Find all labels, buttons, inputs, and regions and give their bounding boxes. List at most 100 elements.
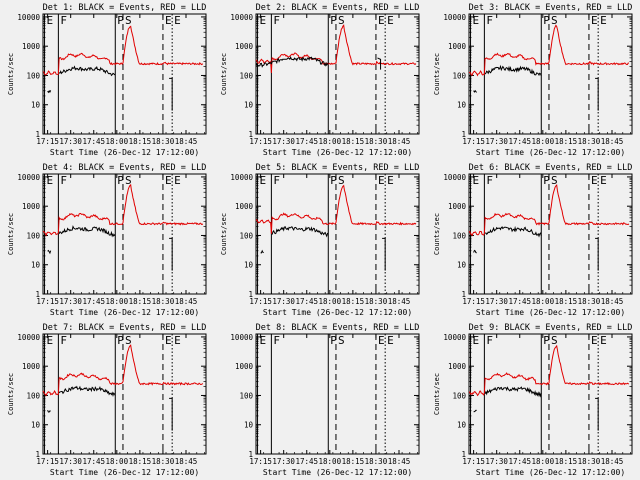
y-tick-label: 10 xyxy=(244,261,254,270)
time-marker-label: S xyxy=(125,14,132,27)
time-marker-label: E xyxy=(47,174,54,187)
time-marker-label: S xyxy=(338,14,345,27)
time-marker-label: P xyxy=(117,174,124,187)
y-axis-label: Counts/sec xyxy=(7,373,15,415)
time-marker-label: E xyxy=(47,334,54,347)
y-tick-label: 100 xyxy=(26,71,40,80)
lld-series-line xyxy=(468,184,630,237)
panel-title: Det 8: BLACK = Events, RED = LLD xyxy=(256,323,420,333)
lld-series-line xyxy=(42,25,204,76)
lld-series-line xyxy=(468,344,629,397)
events-series-line xyxy=(47,89,52,94)
panel-title: Det 3: BLACK = Events, RED = LLD xyxy=(469,3,633,13)
y-tick-label: 10 xyxy=(31,261,41,270)
x-tick-label: 18:00 xyxy=(532,457,555,466)
y-tick-label: 10000 xyxy=(17,333,40,342)
x-tick-label: 17:15 xyxy=(249,457,272,466)
events-series-line xyxy=(484,386,542,398)
y-tick-label: 10 xyxy=(244,101,254,110)
time-marker-label: F xyxy=(486,14,493,27)
y-tick-label: 1000 xyxy=(448,362,467,371)
time-marker-label: E xyxy=(473,334,480,347)
x-tick-label: 17:30 xyxy=(59,297,82,306)
time-marker-label: E xyxy=(591,174,598,187)
time-marker-label: P xyxy=(330,174,337,187)
y-tick-label: 100 xyxy=(452,231,466,240)
y-tick-label: 1 xyxy=(461,130,466,139)
events-series-line xyxy=(58,225,116,238)
x-tick-label: 17:30 xyxy=(485,457,508,466)
plot-frame xyxy=(255,173,420,295)
x-tick-label: 17:30 xyxy=(59,137,82,146)
time-marker-label: S xyxy=(551,174,558,187)
y-tick-label: 1 xyxy=(35,450,40,459)
y-tick-label: 10 xyxy=(457,261,467,270)
time-marker-label: S xyxy=(125,334,132,347)
detector-panel-6: Det 6: BLACK = Events, RED = LLD Counts/s… xyxy=(433,163,633,317)
time-marker-label: E xyxy=(165,174,172,187)
x-tick-label: 18:30 xyxy=(152,137,175,146)
y-tick-label: 10000 xyxy=(230,333,253,342)
time-marker-label: E xyxy=(260,174,267,187)
panel-title: Det 2: BLACK = Events, RED = LLD xyxy=(256,3,420,13)
time-marker-label: S xyxy=(125,174,132,187)
events-series-line xyxy=(484,64,542,77)
x-tick-label: 18:30 xyxy=(578,457,601,466)
x-tick-label: 17:15 xyxy=(462,137,485,146)
x-tick-label: 17:45 xyxy=(82,457,105,466)
x-tick-label: 17:15 xyxy=(36,137,59,146)
time-marker-label: E xyxy=(387,334,394,347)
panel-title: Det 4: BLACK = Events, RED = LLD xyxy=(43,163,207,173)
x-tick-label: 17:45 xyxy=(295,137,318,146)
time-marker-label: P xyxy=(330,334,337,347)
x-axis-label: Start Time (26-Dec-12 17:12:00) xyxy=(263,468,412,477)
time-marker-label: E xyxy=(174,14,181,27)
events-series-line xyxy=(271,226,329,238)
x-tick-label: 17:15 xyxy=(462,297,485,306)
time-marker-label: F xyxy=(486,174,493,187)
time-marker-label: S xyxy=(338,334,345,347)
x-axis-label: Start Time (26-Dec-12 17:12:00) xyxy=(476,468,625,477)
time-marker-label: S xyxy=(551,14,558,27)
x-tick-label: 17:45 xyxy=(295,457,318,466)
plot-frame xyxy=(42,13,207,135)
x-tick-label: 18:15 xyxy=(342,297,365,306)
time-marker-label: E xyxy=(47,14,54,27)
events-series-line xyxy=(58,65,116,77)
x-tick-label: 17:15 xyxy=(249,297,272,306)
x-tick-label: 17:30 xyxy=(272,297,295,306)
x-tick-label: 17:45 xyxy=(508,297,531,306)
y-tick-label: 100 xyxy=(239,231,253,240)
events-series-line xyxy=(473,89,478,93)
y-tick-label: 100 xyxy=(452,391,466,400)
y-tick-label: 1000 xyxy=(235,42,254,51)
x-tick-label: 17:45 xyxy=(82,137,105,146)
plot-frame xyxy=(42,333,207,455)
x-tick-label: 17:45 xyxy=(295,297,318,306)
y-tick-label: 1 xyxy=(35,130,40,139)
lld-series-line xyxy=(42,344,204,397)
time-marker-label: F xyxy=(486,334,493,347)
time-marker-label: P xyxy=(543,14,550,27)
y-tick-label: 100 xyxy=(239,71,253,80)
detector-panel-7: Det 7: BLACK = Events, RED = LLD Counts/s… xyxy=(7,323,207,477)
x-axis-label: Start Time (26-Dec-12 17:12:00) xyxy=(50,308,199,317)
time-marker-label: E xyxy=(378,14,385,27)
time-marker-label: E xyxy=(600,174,607,187)
time-marker-label: F xyxy=(273,174,280,187)
y-tick-label: 10000 xyxy=(230,13,253,22)
plot-frame xyxy=(468,333,633,455)
y-tick-label: 10000 xyxy=(230,173,253,182)
x-axis-label: Start Time (26-Dec-12 17:12:00) xyxy=(50,148,199,157)
x-axis-label: Start Time (26-Dec-12 17:12:00) xyxy=(476,308,625,317)
time-marker-label: F xyxy=(60,334,67,347)
x-tick-label: 18:45 xyxy=(601,297,624,306)
y-tick-label: 10000 xyxy=(17,13,40,22)
detector-panel-1: Det 1: BLACK = Events, RED = LLD Counts/s… xyxy=(7,3,207,157)
y-tick-label: 1 xyxy=(461,290,466,299)
time-marker-label: E xyxy=(473,174,480,187)
y-tick-label: 1000 xyxy=(235,202,254,211)
time-marker-label: F xyxy=(60,14,67,27)
time-marker-label: E xyxy=(600,334,607,347)
